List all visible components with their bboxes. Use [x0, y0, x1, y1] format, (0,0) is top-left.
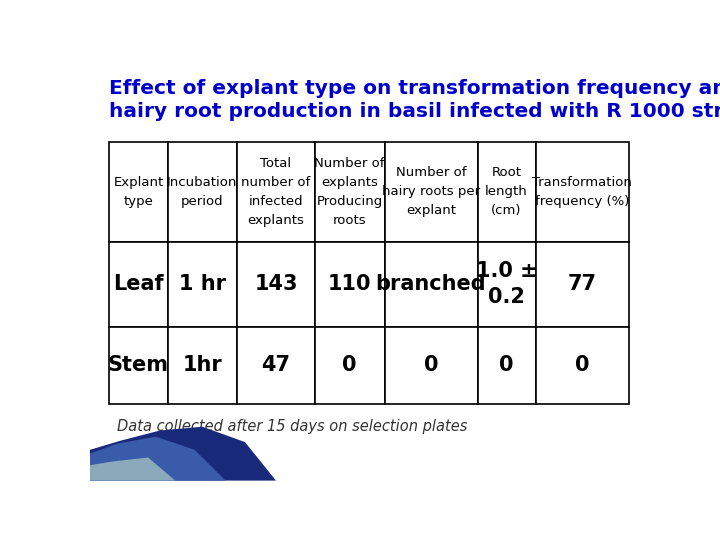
Text: 0: 0 — [343, 355, 357, 375]
Bar — [315, 327, 384, 403]
Bar — [168, 242, 238, 327]
Text: 77: 77 — [567, 274, 597, 294]
Polygon shape — [90, 457, 175, 481]
Text: 1.0 ±
0.2: 1.0 ± 0.2 — [476, 261, 537, 307]
Text: Explant
type: Explant type — [113, 176, 163, 208]
Text: 0: 0 — [424, 355, 438, 375]
Bar — [109, 142, 168, 242]
Text: Total
number of
infected
explants: Total number of infected explants — [241, 157, 310, 227]
Text: Incubation
period: Incubation period — [167, 176, 238, 208]
Text: 47: 47 — [261, 355, 290, 375]
Polygon shape — [90, 427, 276, 481]
Bar — [168, 142, 238, 242]
Bar — [384, 242, 477, 327]
Bar — [477, 242, 536, 327]
Text: Data collected after 15 days on selection plates: Data collected after 15 days on selectio… — [117, 419, 467, 434]
Text: Effect of explant type on transformation frequency and: Effect of explant type on transformation… — [109, 79, 720, 98]
Text: Stem: Stem — [108, 355, 169, 375]
Bar — [315, 142, 384, 242]
Polygon shape — [90, 437, 225, 481]
Bar — [536, 142, 629, 242]
Text: branched: branched — [376, 274, 486, 294]
Text: Leaf: Leaf — [113, 274, 163, 294]
Text: 0: 0 — [575, 355, 590, 375]
Bar — [238, 142, 315, 242]
Bar — [109, 327, 168, 403]
Bar — [477, 327, 536, 403]
Bar — [477, 142, 536, 242]
Text: 110: 110 — [328, 274, 372, 294]
Text: Number of
explants
Producing
roots: Number of explants Producing roots — [315, 157, 385, 227]
Bar — [168, 327, 238, 403]
Bar — [109, 242, 168, 327]
Text: Number of
hairy roots per
explant: Number of hairy roots per explant — [382, 166, 480, 217]
Text: Transformation
frequency (%): Transformation frequency (%) — [532, 176, 632, 208]
Bar — [315, 242, 384, 327]
Text: 143: 143 — [254, 274, 298, 294]
Text: hairy root production in basil infected with R 1000 strain.: hairy root production in basil infected … — [109, 102, 720, 121]
Bar — [536, 327, 629, 403]
Bar — [536, 242, 629, 327]
Bar — [238, 327, 315, 403]
Text: 1 hr: 1 hr — [179, 274, 226, 294]
Bar — [384, 142, 477, 242]
Text: 0: 0 — [499, 355, 514, 375]
Bar — [238, 242, 315, 327]
Text: 1hr: 1hr — [182, 355, 222, 375]
Bar — [384, 327, 477, 403]
Text: Root
length
(cm): Root length (cm) — [485, 166, 528, 217]
